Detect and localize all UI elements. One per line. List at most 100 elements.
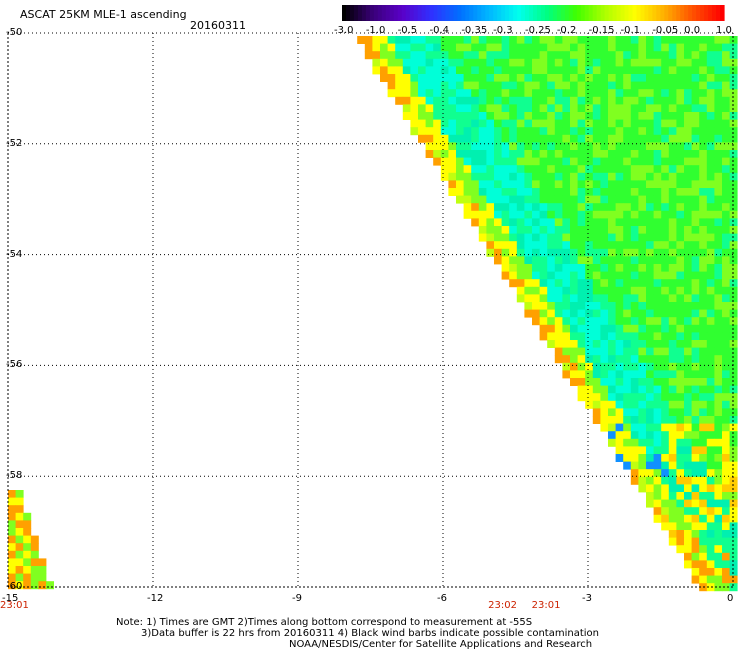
swath-cell: [653, 165, 662, 174]
swath-cell: [691, 127, 700, 136]
swath-cell: [630, 157, 639, 166]
swath-cell: [653, 96, 662, 105]
swath-cell: [463, 172, 472, 181]
swath-cell: [646, 112, 654, 120]
time-label: 23:01: [0, 600, 29, 611]
swath-cell: [714, 203, 723, 212]
colorbar-step: [700, 5, 705, 21]
swath-cell: [509, 195, 518, 204]
swath-cell: [661, 248, 670, 257]
colorbar-step: [445, 5, 451, 21]
swath-cell: [524, 74, 533, 82]
swath-cell: [554, 104, 563, 113]
swath-cell: [684, 226, 692, 234]
swath-cell: [532, 43, 540, 52]
colorbar-step: [405, 5, 411, 21]
swath-cell: [509, 165, 518, 174]
swath-cell: [554, 317, 563, 326]
swath-cell: [706, 81, 715, 90]
swath-cell: [600, 134, 609, 143]
swath-cell: [532, 104, 540, 113]
swath-cell: [668, 248, 677, 257]
swath-cell: [714, 81, 723, 90]
swath-cell: [714, 431, 723, 440]
swath-cell: [509, 66, 518, 75]
swath-cell: [516, 104, 525, 113]
swath-cell: [722, 476, 730, 485]
swath-cell: [615, 446, 624, 455]
swath-cell: [562, 142, 571, 151]
colorbar-label: -0.2: [556, 25, 577, 36]
swath-cell: [486, 134, 495, 143]
swath-cell: [547, 264, 556, 272]
swath-cell: [501, 81, 510, 90]
swath-cell: [706, 499, 715, 508]
swath-cell: [684, 96, 692, 105]
swath-cell: [638, 332, 647, 341]
swath-cell: [532, 294, 540, 303]
swath-cell: [501, 43, 510, 52]
swath-cell: [585, 150, 594, 158]
swath-cell: [623, 454, 632, 462]
swath-cell: [661, 172, 670, 181]
swath-cell: [509, 43, 518, 52]
swath-cell: [729, 256, 738, 265]
swath-cell: [547, 188, 556, 196]
swath-cell: [668, 340, 677, 348]
swath-cell: [547, 226, 556, 234]
swath-cell: [509, 157, 518, 166]
swath-cell: [516, 112, 525, 120]
swath-cell: [661, 51, 670, 60]
swath-cell: [676, 36, 685, 44]
swath-cell: [722, 96, 730, 105]
swath-cell: [23, 573, 32, 582]
swath-cell: [532, 51, 540, 60]
swath-cell: [630, 271, 639, 280]
swath-cell: [600, 104, 609, 113]
swath-cell: [600, 378, 609, 386]
swath-cell: [456, 180, 464, 189]
swath-cell: [433, 112, 442, 120]
swath-cell: [623, 286, 632, 295]
swath-cell: [615, 96, 624, 105]
colorbar-step: [485, 5, 490, 21]
swath-cell: [676, 271, 685, 280]
swath-cell: [706, 537, 715, 546]
swath-cell: [630, 74, 639, 82]
swath-cell: [471, 51, 480, 60]
swath-cell: [524, 302, 533, 310]
swath-cell: [661, 150, 670, 158]
swath-cell: [661, 492, 670, 500]
swath-cell: [562, 248, 571, 257]
swath-cell: [532, 256, 540, 265]
swath-cell: [653, 431, 662, 440]
swath-cell: [600, 218, 609, 227]
swath-cell: [501, 104, 510, 113]
swath-cell: [729, 378, 738, 386]
swath-cell: [478, 51, 487, 60]
swath-cell: [463, 188, 472, 196]
swath-cell: [585, 210, 594, 219]
swath-cell: [729, 385, 738, 394]
swath-cell: [524, 188, 533, 196]
swath-cell: [714, 241, 723, 250]
swath-cell: [653, 74, 662, 82]
swath-cell: [722, 537, 730, 546]
swath-cell: [729, 279, 738, 288]
swath-cell: [494, 74, 502, 82]
swath-cell: [653, 203, 662, 212]
swath-cell: [646, 347, 654, 356]
swath-cell: [425, 112, 434, 120]
colorbar-step: [720, 5, 725, 21]
colorbar-step: [401, 5, 407, 21]
swath-cell: [592, 385, 601, 394]
swath-cell: [630, 476, 639, 485]
swath-cell: [577, 36, 586, 44]
swath-cell: [592, 195, 601, 204]
swath-cell: [661, 438, 670, 447]
swath-cell: [577, 279, 586, 288]
swath-cell: [501, 112, 510, 120]
swath-cell: [668, 370, 677, 379]
swath-cell: [691, 142, 700, 151]
swath-cell: [577, 157, 586, 166]
